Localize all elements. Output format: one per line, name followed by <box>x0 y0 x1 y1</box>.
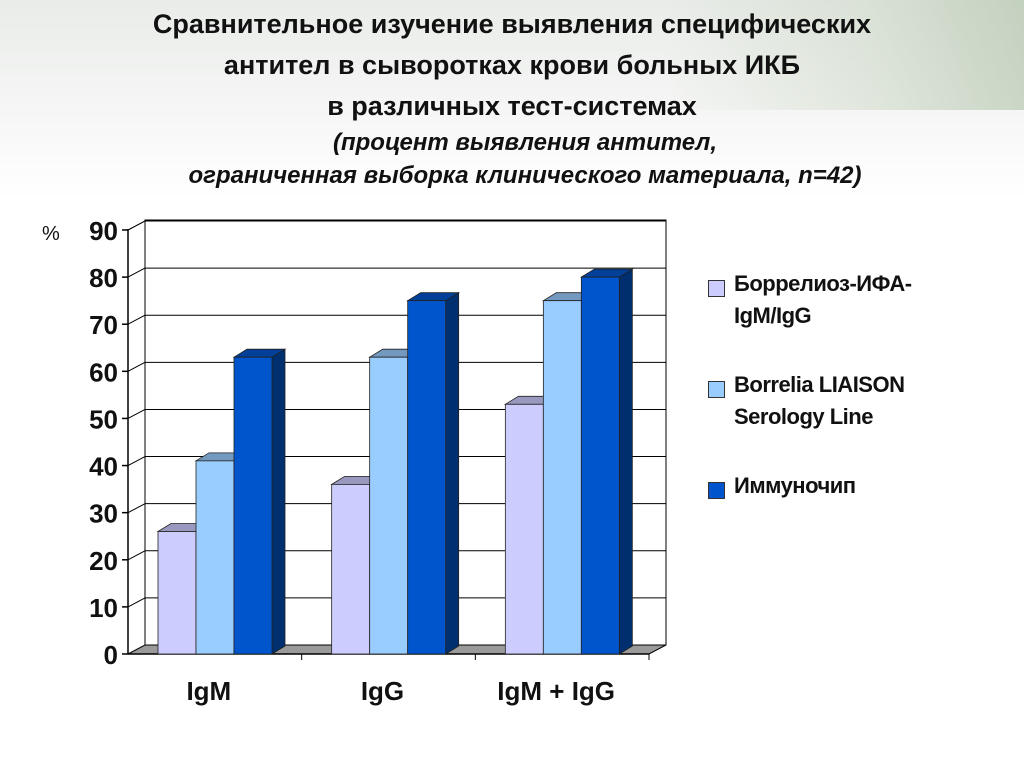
title-line: в различных тест-системах <box>327 91 697 121</box>
legend-label: Иммуночип <box>734 473 856 498</box>
subtitle-line: (процент выявления антител, <box>332 129 718 156</box>
legend-swatch <box>708 381 725 398</box>
y-tick-label: 10 <box>89 593 118 623</box>
y-tick-label: 20 <box>89 546 118 576</box>
slide-title: Сравнительное изучение выявления специфи… <box>0 4 1024 127</box>
gridline-diagonal <box>127 597 146 608</box>
subtitle-line: ограниченная выборка клинического матери… <box>188 162 862 189</box>
chart-legend: Боррелиоз-ИФА- IgM/IgG Borrelia LIAISON … <box>708 268 1008 539</box>
gridline-diagonal <box>127 220 146 231</box>
title-line: Сравнительное изучение выявления специфи… <box>152 9 872 39</box>
gridline-diagonal <box>127 267 146 278</box>
y-tick-label: 80 <box>89 263 118 293</box>
bar <box>580 276 620 655</box>
bar <box>233 356 273 655</box>
slide-subtitle: (процент выявления антител, ограниченная… <box>0 126 1024 192</box>
y-tick-label: 70 <box>89 310 118 340</box>
bar <box>407 300 447 655</box>
bar-side <box>445 291 460 655</box>
legend-label: Borrelia LIAISON <box>734 372 905 397</box>
gridline-diagonal <box>127 361 146 372</box>
y-tick-label: 30 <box>89 499 118 529</box>
legend-item: Borrelia LIAISON Serology Line <box>708 369 1008 433</box>
legend-swatch <box>708 482 725 499</box>
y-tick-label: 0 <box>104 640 118 670</box>
legend-swatch <box>708 280 725 297</box>
x-tick-label: IgG <box>361 676 404 706</box>
bar-side <box>618 268 633 655</box>
header-decoration <box>664 0 1024 110</box>
x-tick-label: IgM + IgG <box>497 676 615 706</box>
x-tick-label: IgM <box>186 676 231 706</box>
legend-label: Serology Line <box>734 404 873 429</box>
bar <box>542 300 582 655</box>
gridline-diagonal <box>127 456 146 466</box>
bar <box>369 356 409 655</box>
legend-item: Иммуночип <box>708 470 1008 502</box>
header-background <box>0 0 1024 200</box>
gridline-diagonal <box>127 314 146 325</box>
bar <box>157 531 197 655</box>
y-axis-label: % <box>42 223 60 245</box>
bar <box>331 483 371 655</box>
bar-side <box>271 348 286 655</box>
y-tick-label: 50 <box>89 404 118 434</box>
gridline-diagonal <box>127 503 146 514</box>
gridline-diagonal <box>127 550 146 561</box>
legend-label: IgM/IgG <box>734 303 812 328</box>
bar <box>504 403 544 655</box>
y-tick-label: 40 <box>89 452 118 482</box>
title-line: антител в сыворотках крови больных ИКБ <box>223 50 801 80</box>
gridline-diagonal <box>127 409 146 419</box>
y-tick-label: 60 <box>89 357 118 387</box>
bar <box>195 460 235 655</box>
legend-label: Боррелиоз-ИФА- <box>734 271 912 296</box>
y-tick-label: 90 <box>89 216 118 246</box>
legend-item: Боррелиоз-ИФА- IgM/IgG <box>708 268 1008 332</box>
